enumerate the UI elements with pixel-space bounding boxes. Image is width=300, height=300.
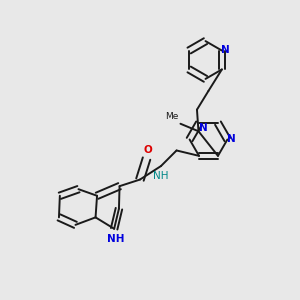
Text: N: N [227,134,236,144]
Text: NH: NH [153,171,169,181]
Text: NH: NH [107,234,124,244]
Text: O: O [143,145,152,155]
Text: Me: Me [166,112,179,121]
Text: N: N [199,123,208,133]
Text: N: N [221,45,230,55]
